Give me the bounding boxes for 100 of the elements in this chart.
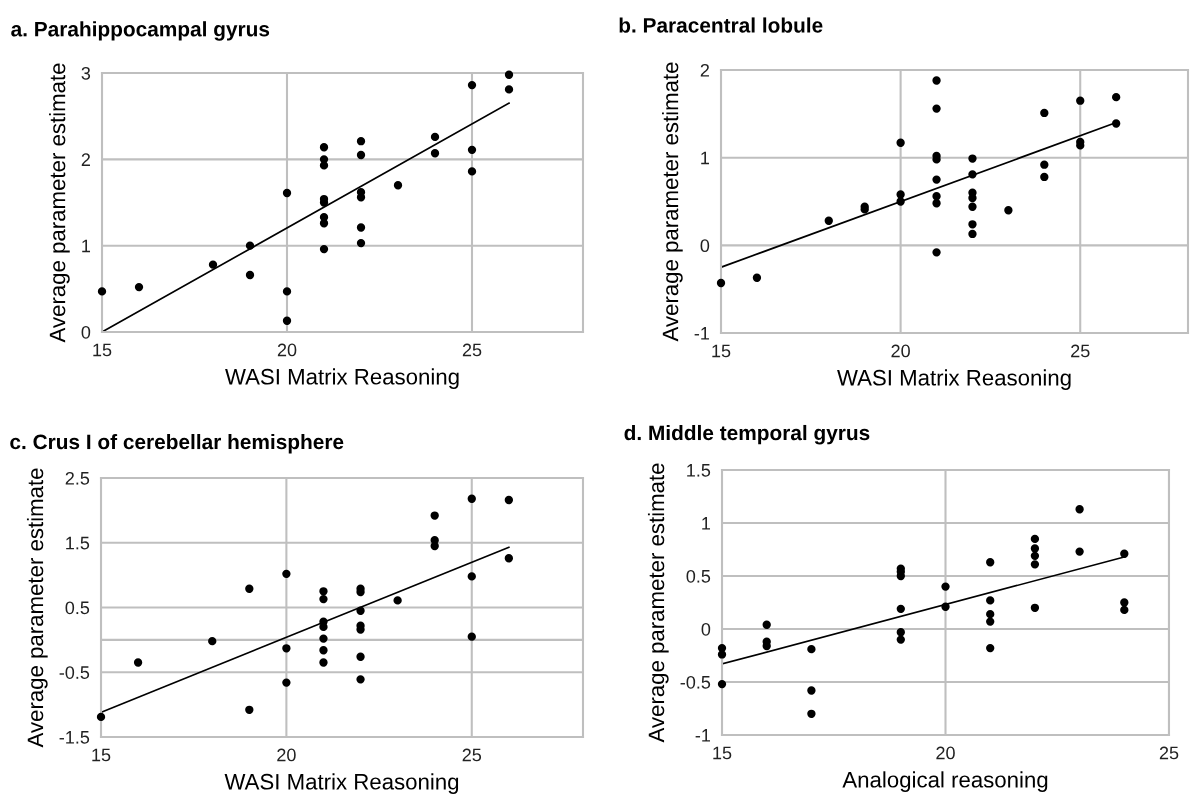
point	[896, 604, 905, 614]
point	[319, 634, 328, 643]
point	[133, 658, 143, 667]
point	[986, 596, 995, 605]
point	[356, 150, 366, 160]
x-axis-title: WASI Matrix Reasoning	[224, 773, 459, 794]
x-tick-label: 20	[277, 748, 296, 762]
point	[941, 582, 950, 591]
point	[208, 260, 218, 269]
point	[1040, 108, 1049, 118]
point	[1040, 160, 1049, 169]
point	[1030, 603, 1040, 612]
point	[467, 494, 476, 503]
point	[932, 199, 941, 208]
x-axis-title: Analogical reasoning	[842, 771, 1048, 792]
y-tick-label: 2	[700, 63, 709, 77]
point	[467, 167, 477, 176]
point	[896, 190, 905, 199]
point	[716, 278, 726, 288]
point	[986, 643, 995, 653]
point	[1111, 93, 1121, 102]
point	[319, 646, 328, 655]
point	[896, 628, 905, 637]
point	[245, 241, 255, 250]
point	[467, 632, 476, 641]
y-tick-label: -0.5	[59, 666, 90, 679]
x-tick-label: 15	[713, 746, 732, 760]
x-tick-label: 25	[1071, 344, 1090, 358]
point	[986, 609, 995, 619]
y-tick-label: 3	[81, 66, 91, 80]
point	[319, 594, 328, 604]
x-tick-label: 25	[1159, 746, 1179, 760]
point	[986, 617, 995, 626]
point	[752, 273, 762, 282]
point	[1111, 119, 1121, 128]
point	[1075, 547, 1084, 556]
x-tick-label: 20	[277, 343, 297, 357]
point	[319, 219, 329, 228]
x-tick-label: 15	[93, 343, 112, 357]
point	[282, 644, 291, 653]
point	[717, 650, 727, 659]
point	[932, 175, 941, 184]
point	[968, 170, 977, 179]
point	[245, 270, 255, 280]
point	[504, 554, 514, 563]
y-tick-label: 0.5	[65, 601, 90, 615]
point	[467, 80, 477, 90]
point	[504, 495, 514, 505]
point	[97, 287, 107, 296]
point	[807, 644, 816, 654]
chart-title: c. Crus I of cerebellar hemisphere	[10, 433, 344, 454]
point	[1120, 605, 1129, 615]
point	[896, 138, 905, 147]
point	[319, 161, 329, 170]
y-tick-label: 1	[702, 517, 711, 530]
y-tick-label: 2	[81, 153, 90, 166]
point	[319, 244, 329, 254]
point	[762, 620, 771, 629]
point	[356, 223, 366, 232]
point	[1040, 172, 1049, 182]
point	[1075, 505, 1084, 514]
point	[282, 316, 292, 325]
point	[896, 635, 905, 644]
point	[968, 154, 977, 163]
y-axis-title: Average parameter estimate	[49, 63, 70, 343]
chart-title: a. Parahippocampal gyrus	[11, 21, 270, 41]
point	[1120, 598, 1129, 607]
y-tick-label: 1	[701, 151, 710, 165]
y-axis-title: Average parameter estimate	[647, 463, 669, 743]
point	[282, 678, 291, 687]
point	[1076, 96, 1085, 105]
point	[968, 202, 977, 211]
point	[282, 188, 292, 198]
point	[356, 193, 366, 202]
y-tick-label: -0.5	[680, 675, 711, 689]
point	[356, 675, 365, 684]
point	[1030, 560, 1040, 569]
y-tick-label: 1.5	[687, 464, 711, 477]
point	[430, 511, 439, 520]
point	[807, 686, 816, 695]
point	[932, 104, 941, 113]
point	[319, 143, 329, 152]
point	[245, 705, 254, 714]
point	[319, 587, 328, 596]
point	[467, 572, 476, 581]
x-tick-label: 20	[891, 344, 910, 358]
chart-title: b. Paracentral lobule	[619, 17, 823, 33]
y-tick-label: 1.5	[66, 536, 90, 550]
point	[1030, 551, 1040, 561]
x-tick-label: 25	[462, 748, 482, 762]
point	[807, 709, 816, 718]
point	[96, 712, 106, 722]
y-tick-label: 0.5	[686, 569, 711, 583]
x-tick-label: 15	[712, 344, 731, 358]
x-axis-title: WASI Matrix Reasoning	[225, 368, 459, 389]
x-tick-label: 20	[936, 746, 955, 760]
point	[1120, 549, 1129, 558]
point	[941, 602, 950, 611]
x-tick-label: 15	[92, 748, 111, 762]
point	[356, 652, 365, 661]
